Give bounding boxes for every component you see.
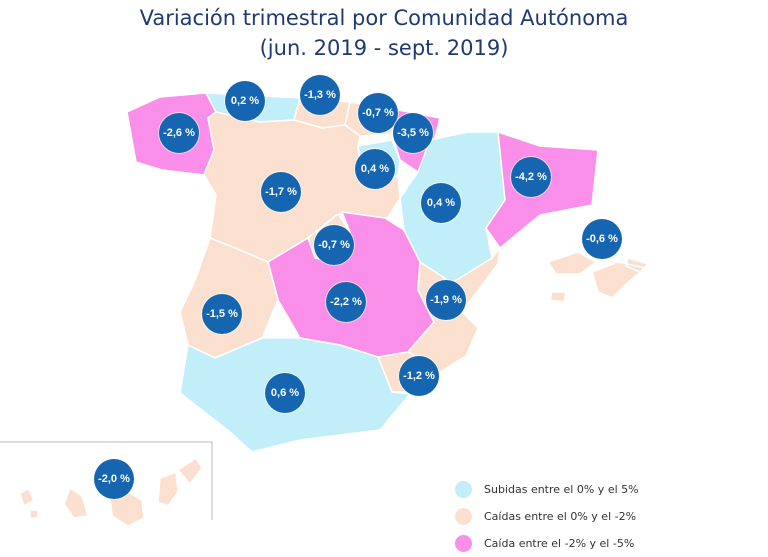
value-badge-navarra: -3,5 % bbox=[393, 113, 433, 153]
value-badge-comunidad-valenciana: -1,9 % bbox=[426, 280, 466, 320]
value-badge-murcia: -1,2 % bbox=[399, 356, 439, 396]
value-badge-galicia: -2,6 % bbox=[159, 113, 199, 153]
region-canarias bbox=[19, 457, 203, 527]
legend-swatch-down-large bbox=[455, 535, 472, 552]
value-badge-baleares: -0,6 % bbox=[582, 219, 622, 259]
value-badge-extremadura: -1,5 % bbox=[202, 294, 242, 334]
value-badge-la-rioja: 0,4 % bbox=[355, 149, 395, 189]
legend-swatch-down-small bbox=[455, 508, 472, 525]
legend: Subidas entre el 0% y el 5% Caídas entre… bbox=[455, 476, 639, 557]
legend-swatch-up bbox=[455, 481, 472, 498]
value-badge-canarias: -2,0 % bbox=[94, 459, 134, 499]
legend-item-down-small: Caídas entre el 0% y el -2% bbox=[455, 503, 639, 530]
value-badge-castilla-la-mancha: -2,2 % bbox=[326, 282, 366, 322]
map-subtitle: (jun. 2019 - sept. 2019) bbox=[259, 36, 509, 60]
value-badge-castilla-y-leon: -1,7 % bbox=[261, 172, 301, 212]
legend-label-down-large: Caída entre el -2% y el -5% bbox=[484, 537, 635, 550]
region-baleares bbox=[547, 251, 649, 303]
value-badge-andalucia: 0,6 % bbox=[265, 373, 305, 413]
value-badge-aragon: 0,4 % bbox=[421, 183, 461, 223]
value-badge-pais-vasco: -0,7 % bbox=[358, 93, 398, 133]
legend-item-down-large: Caída entre el -2% y el -5% bbox=[455, 530, 639, 557]
legend-label-up: Subidas entre el 0% y el 5% bbox=[484, 483, 639, 496]
region-castilla-y-leon bbox=[203, 111, 401, 263]
map-title: Variación trimestral por Comunidad Autón… bbox=[139, 6, 629, 30]
legend-item-up: Subidas entre el 0% y el 5% bbox=[455, 476, 639, 503]
value-badge-cantabria: -1,3 % bbox=[300, 75, 340, 115]
value-badge-cataluna: -4,2 % bbox=[511, 157, 551, 197]
legend-label-down-small: Caídas entre el 0% y el -2% bbox=[484, 510, 637, 523]
value-badge-madrid: -0,7 % bbox=[314, 225, 354, 265]
value-badge-asturias: 0,2 % bbox=[225, 81, 265, 121]
